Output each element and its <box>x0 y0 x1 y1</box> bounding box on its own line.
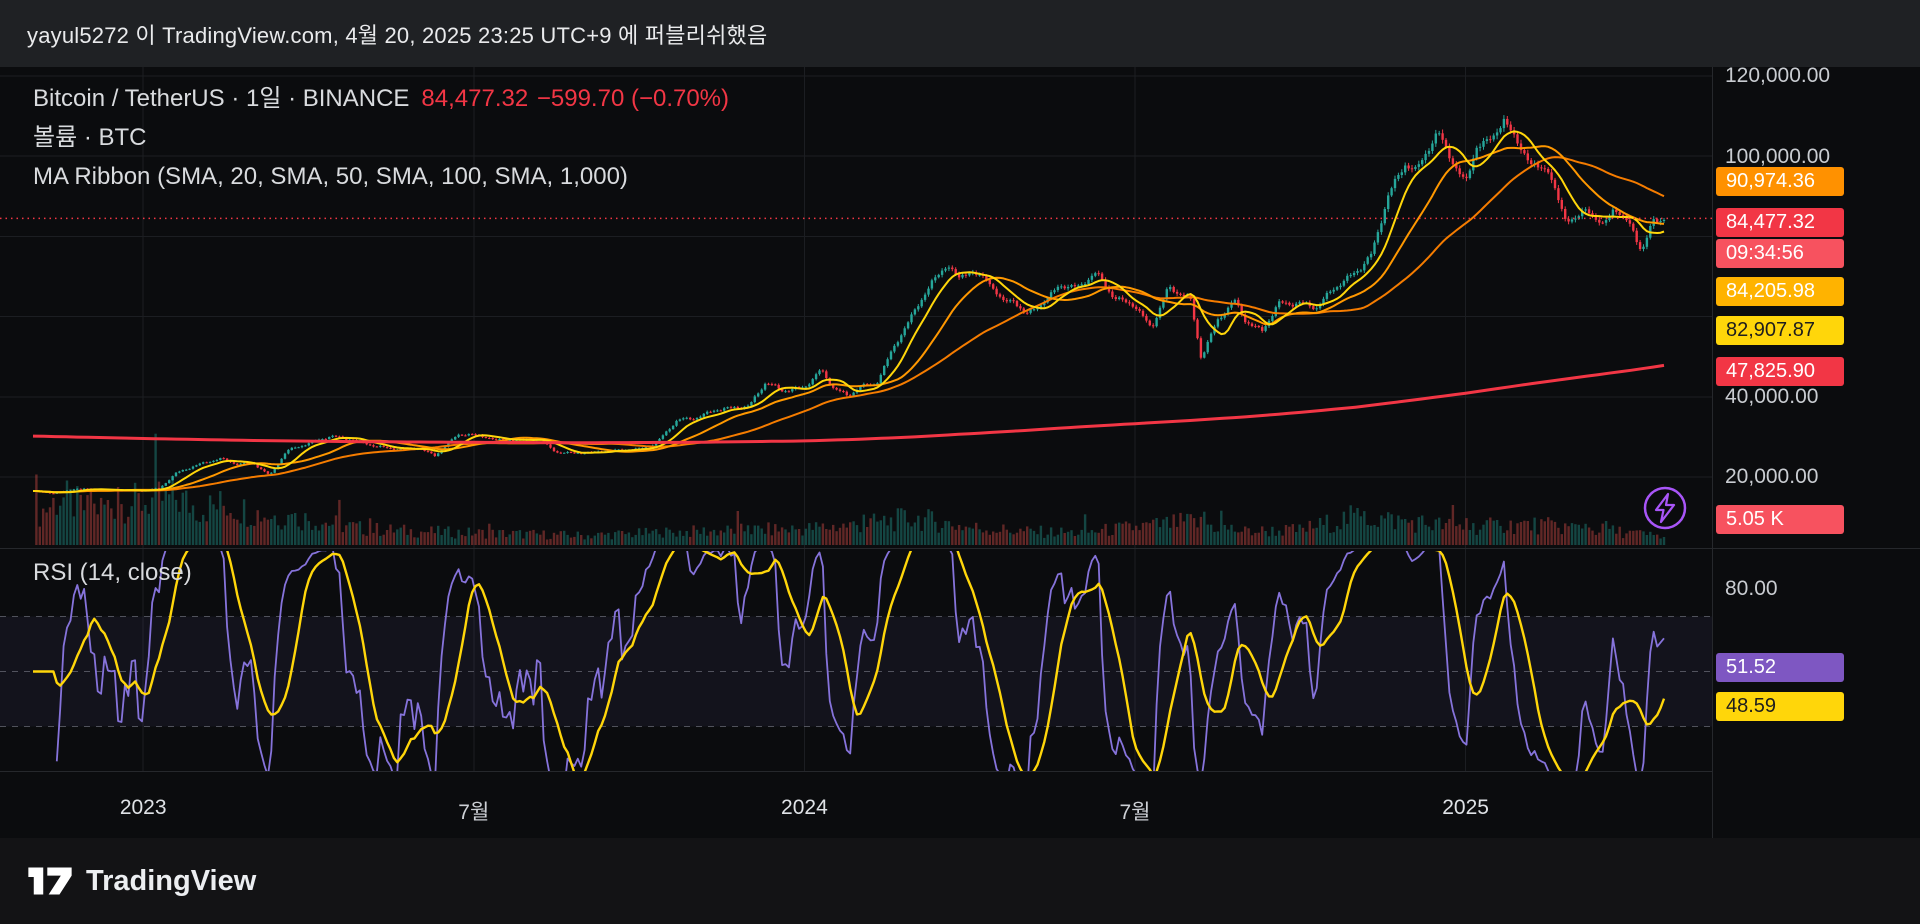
time-axis-label: 2025 <box>1442 796 1489 819</box>
axis-price-label: 80.00 <box>1725 577 1778 600</box>
last-price-text: 84,477.32 <box>421 85 529 112</box>
axis-price-label: 20,000.00 <box>1725 465 1819 488</box>
axis-price-label: 40,000.00 <box>1725 385 1819 408</box>
last-price-label: 84,477.32 <box>1716 208 1844 237</box>
time-axis-label: 7월 <box>458 801 490 824</box>
rsi-ma-value-label: 48.59 <box>1716 692 1844 721</box>
price-change-text: −599.70 (−0.70%) <box>536 85 730 112</box>
volume-legend-row[interactable]: 볼륨 · BTC <box>33 124 147 151</box>
panel-separator[interactable] <box>0 548 1920 549</box>
symbol-legend-row[interactable]: Bitcoin / TetherUS · 1일 · BINANCE 84,477.… <box>33 79 729 118</box>
tradingview-logo-mark <box>28 867 72 895</box>
boost-icon[interactable] <box>1642 485 1688 531</box>
boost-circle <box>1643 486 1687 530</box>
volume-series <box>35 433 1666 545</box>
chart-area[interactable]: Bitcoin / TetherUS · 1일 · BINANCE 84,477.… <box>0 64 1920 838</box>
ma-ribbon <box>32 130 1665 494</box>
footer: TradingView <box>0 838 1920 924</box>
brand-name: TradingView <box>86 864 257 897</box>
sma1000-price-label: 47,825.90 <box>1716 357 1844 386</box>
axis-price-label: 100,000.00 <box>1725 145 1831 168</box>
rsi-series <box>33 551 1666 771</box>
time-axis[interactable]: 2023 7월 2024 7월 2025 <box>0 771 1712 838</box>
price-scale[interactable]: 120,000.00 100,000.00 40,000.00 20,000.00 80… <box>1712 64 1920 838</box>
volume-value-label: 5.05 K <box>1716 505 1844 534</box>
time-axis-label: 7월 <box>1119 801 1151 824</box>
ma-ribbon-legend-row[interactable]: MA Ribbon (SMA, 20, SMA, 50, SMA, 100, S… <box>33 163 628 190</box>
sma100-price-label: 90,974.36 <box>1716 167 1844 196</box>
rsi-value-label: 51.52 <box>1716 653 1844 682</box>
axis-price-label: 120,000.00 <box>1725 64 1831 87</box>
sma50-price-label: 84,205.98 <box>1716 277 1844 306</box>
tradingview-logo[interactable]: TradingView <box>27 862 256 900</box>
lightning-bolt-icon <box>1654 492 1676 524</box>
time-axis-label: 2024 <box>781 796 828 819</box>
publish-info-text: yayul5272 이 TradingView.com, 4월 20, 2025… <box>27 22 768 48</box>
rsi-legend-row[interactable]: RSI (14, close) <box>33 559 192 586</box>
publish-header: yayul5272 이 TradingView.com, 4월 20, 2025… <box>0 0 1920 67</box>
time-axis-label: 2023 <box>119 796 167 819</box>
sma20-price-label: 82,907.87 <box>1716 316 1844 345</box>
chart-legend: Bitcoin / TetherUS · 1일 · BINANCE 84,477.… <box>33 79 729 196</box>
price-chart-canvas[interactable] <box>0 67 1712 838</box>
symbol-title: Bitcoin / TetherUS · 1일 · BINANCE <box>33 85 410 112</box>
bar-countdown-label: 09:34:56 <box>1716 239 1844 268</box>
